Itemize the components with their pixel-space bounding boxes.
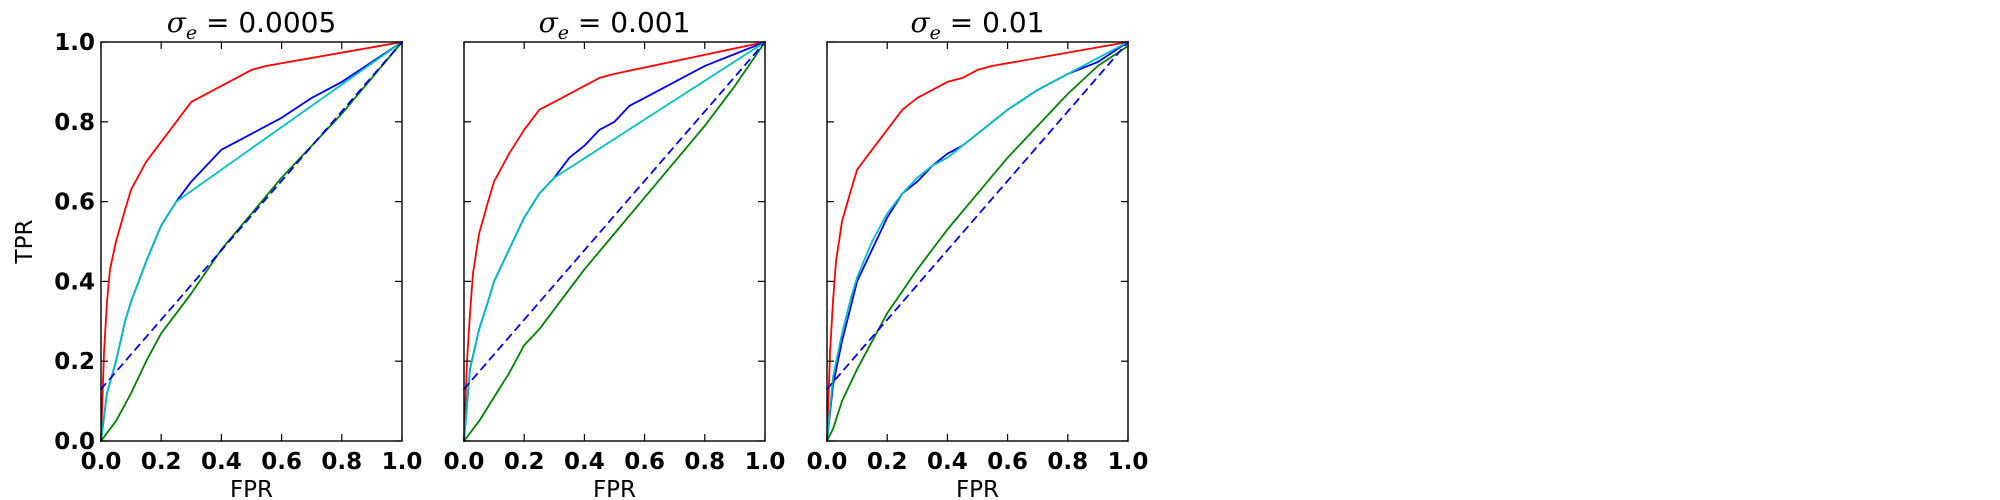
x-tick-label: 0.8 [321, 449, 362, 475]
roc-panel-1: 0.0 0.2 0.4 0.6 0.8 1.0 0.0 0.2 0.4 0.6 0.8 1.0 FPR T… [12, 6, 422, 500]
title-subscript: e [558, 22, 569, 44]
plot-frame [100, 41, 403, 442]
title-symbol: σ [911, 6, 931, 39]
roc-curve-line [826, 41, 1129, 442]
baseline-dashed-line [826, 41, 1129, 391]
x-tick-label: 0.6 [261, 449, 302, 475]
roc-curve-line [463, 41, 766, 442]
y-axis-label: TPR [12, 220, 38, 265]
x-axis-label: FPR [230, 477, 273, 500]
title-subscript: e [930, 22, 941, 44]
x-tick-label: 1.0 [1108, 449, 1149, 475]
x-tick-label: 0.8 [1047, 449, 1088, 475]
baseline-dashed-line [100, 41, 403, 391]
y-tick-label: 0.6 [54, 190, 95, 216]
x-tick-label: 0.4 [564, 449, 605, 475]
x-tick-label: 0.4 [201, 449, 242, 475]
roc-panel-2: 0.0 0.2 0.4 0.6 0.8 1.0 FPR σe = 0.001 [444, 6, 786, 500]
roc-curve-line [100, 41, 403, 442]
x-tick-label: 1.0 [382, 449, 423, 475]
y-tick-label: 0.0 [54, 429, 95, 455]
title-symbol: σ [539, 6, 559, 39]
roc-curve-line [100, 41, 403, 442]
x-tick-label: 1.0 [745, 449, 786, 475]
x-axis-label: FPR [593, 477, 636, 500]
y-tick-label: 0.8 [54, 110, 95, 136]
y-tick-label: 0.4 [54, 269, 95, 295]
title-value: = 0.0005 [197, 6, 336, 39]
plot-frame [826, 41, 1129, 442]
x-tick-label: 0.2 [867, 449, 908, 475]
baseline-dashed-line [463, 41, 766, 391]
plot-frame [463, 41, 766, 442]
roc-curve-line [463, 41, 766, 442]
title-symbol: σ [167, 6, 187, 39]
roc-panel-3: 0.0 0.2 0.4 0.6 0.8 1.0 FPR σe = 0.01 [807, 6, 1149, 500]
x-tick-label: 0.8 [684, 449, 725, 475]
roc-curve-line [826, 41, 1129, 442]
roc-curve-line [826, 45, 1129, 442]
title-subscript: e [186, 22, 197, 44]
title-value: = 0.01 [941, 6, 1045, 39]
x-axis-label: FPR [956, 477, 999, 500]
y-tick-label: 1.0 [54, 30, 95, 56]
panel-title: σe = 0.01 [911, 6, 1045, 44]
x-tick-label: 0.0 [444, 449, 485, 475]
panel-title: σe = 0.0005 [167, 6, 337, 44]
panel-title: σe = 0.001 [539, 6, 691, 44]
x-tick-label: 0.2 [504, 449, 545, 475]
roc-curve-line [100, 41, 403, 442]
roc-curve-line [100, 41, 403, 442]
title-value: = 0.001 [569, 6, 690, 39]
x-tick-label: 0.0 [81, 449, 122, 475]
roc-curve-line [463, 41, 766, 442]
roc-curve-line [463, 41, 766, 442]
x-tick-label: 0.6 [987, 449, 1028, 475]
x-tick-label: 0.4 [927, 449, 968, 475]
x-tick-label: 0.0 [807, 449, 848, 475]
y-tick-label: 0.2 [54, 349, 95, 375]
x-tick-label: 0.6 [624, 449, 665, 475]
x-tick-label: 0.2 [141, 449, 182, 475]
